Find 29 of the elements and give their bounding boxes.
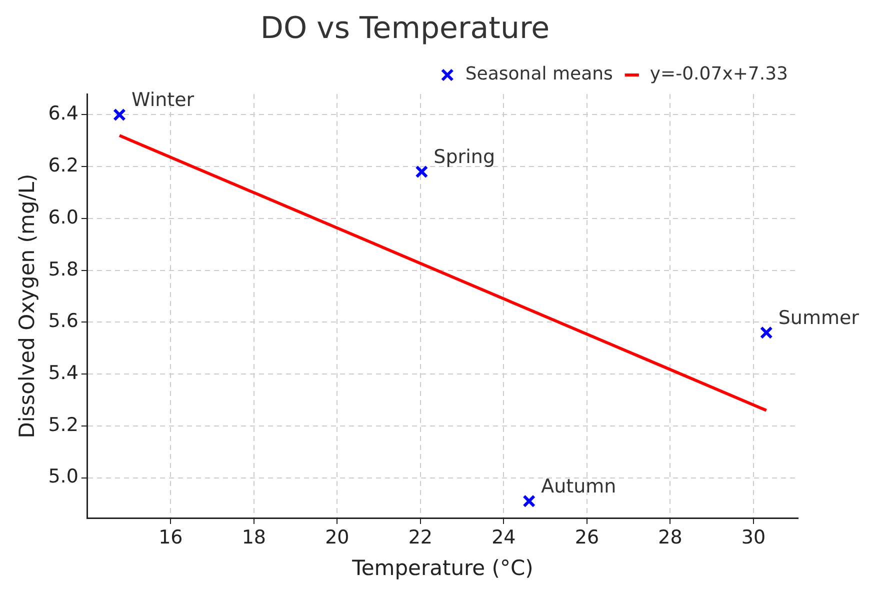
point	[415, 165, 428, 178]
chart-title: DO vs Temperature	[260, 10, 550, 46]
x-tick-label: 28	[658, 526, 682, 548]
x-tick-label: 24	[492, 526, 516, 548]
x-tick-label: 26	[574, 526, 600, 548]
y-tick-label: 6.4	[48, 102, 78, 125]
point	[522, 494, 536, 508]
point	[113, 108, 126, 122]
y-tick-label: 5.2	[48, 414, 78, 436]
point	[760, 326, 773, 340]
y-tick-label: 6.0	[48, 206, 78, 228]
y-axis-title: Dissolved Oxygen (mg/L)	[15, 174, 40, 438]
annotation: Spring	[434, 146, 496, 168]
x-tick-label: 16	[158, 526, 183, 548]
x-tick-label: 22	[408, 526, 433, 548]
legend-label: y=-0.07x+7.33	[650, 64, 788, 85]
x-axis-title: Temperature (°C)	[351, 556, 534, 580]
y-tick-label: 6.2	[48, 154, 78, 177]
x-tick-label: 20	[325, 526, 350, 548]
x-tick-label: 30	[741, 526, 766, 548]
legend-label: Seasonal means	[465, 64, 613, 85]
annotation: Autumn	[541, 476, 616, 498]
y-tick-label: 5.8	[48, 258, 78, 280]
annotation: Summer	[778, 307, 860, 330]
x-tick-label: 18	[242, 526, 266, 548]
y-tick-label: 5.4	[48, 362, 78, 384]
annotation: Winter	[131, 89, 194, 112]
y-tick-label: 5.6	[48, 310, 78, 332]
y-tick-label: 5.0	[48, 466, 78, 488]
